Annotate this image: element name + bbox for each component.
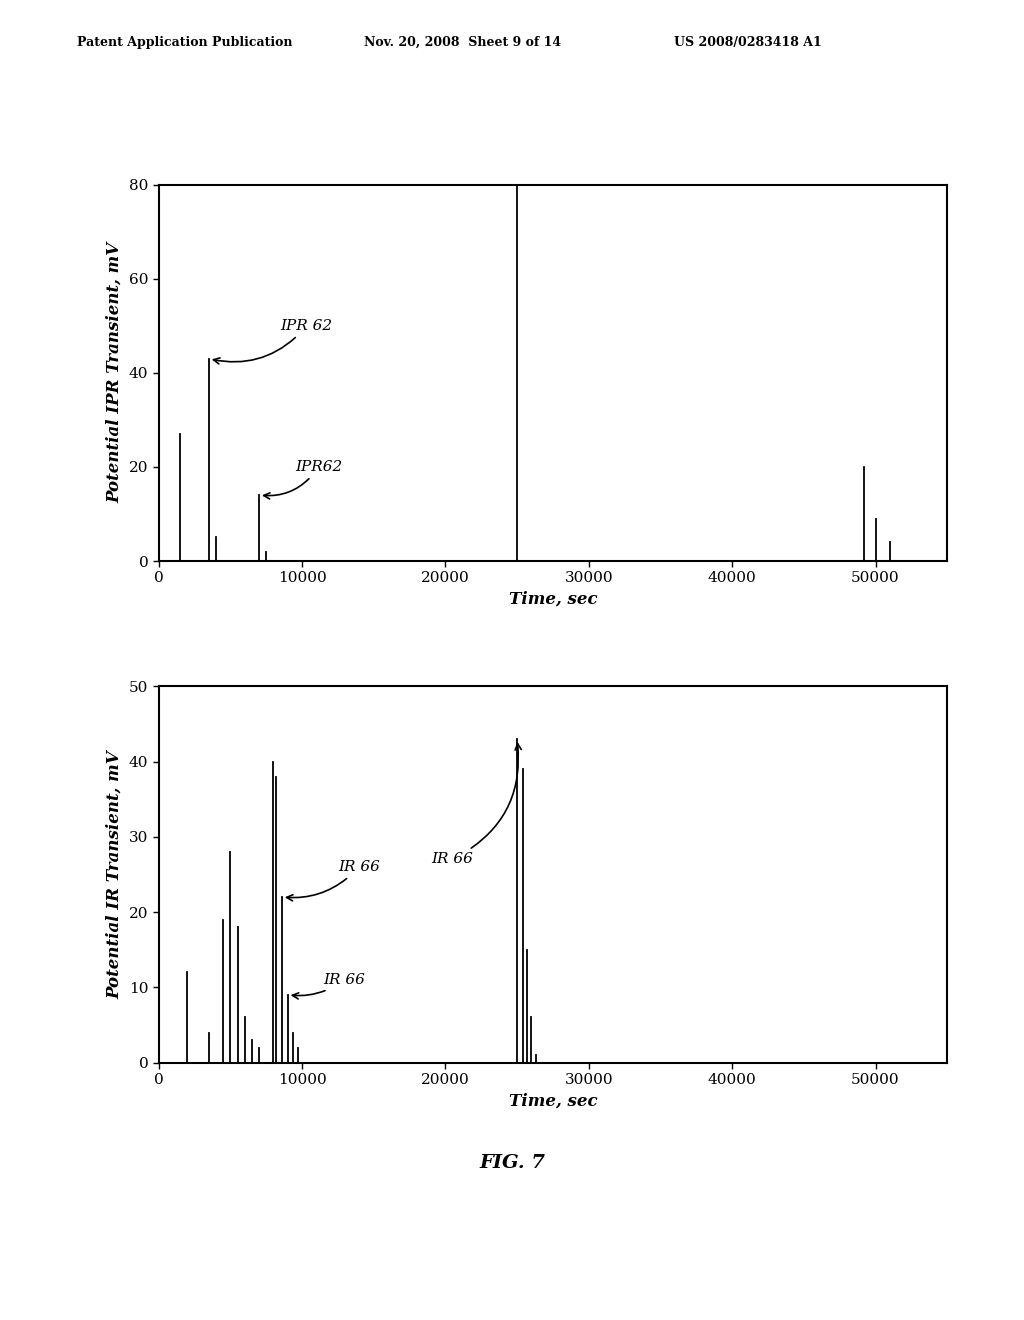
Text: IR 66: IR 66 (431, 743, 521, 866)
Text: IR 66: IR 66 (293, 973, 366, 999)
X-axis label: Time, sec: Time, sec (509, 591, 597, 609)
Text: FIG. 7: FIG. 7 (479, 1154, 545, 1172)
Text: US 2008/0283418 A1: US 2008/0283418 A1 (674, 36, 821, 49)
Text: IPR62: IPR62 (264, 459, 342, 499)
Text: IR 66: IR 66 (287, 859, 380, 900)
Text: Nov. 20, 2008  Sheet 9 of 14: Nov. 20, 2008 Sheet 9 of 14 (364, 36, 561, 49)
X-axis label: Time, sec: Time, sec (509, 1093, 597, 1110)
Text: Patent Application Publication: Patent Application Publication (77, 36, 292, 49)
Y-axis label: Potential IPR Transient, mV: Potential IPR Transient, mV (106, 243, 123, 503)
Y-axis label: Potential IR Transient, mV: Potential IR Transient, mV (106, 750, 123, 999)
Text: IPR 62: IPR 62 (213, 319, 333, 364)
